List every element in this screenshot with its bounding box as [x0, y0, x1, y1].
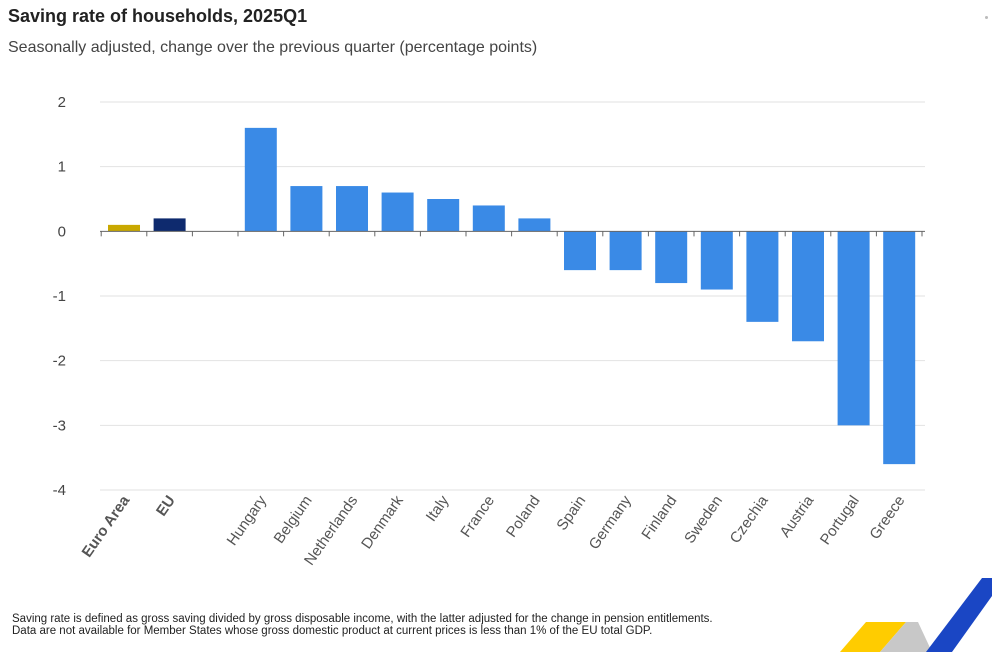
footnote-1: Saving rate is defined as gross saving d…: [12, 613, 713, 625]
x-tick-label: France: [457, 493, 498, 541]
x-tick-label: Poland: [503, 493, 544, 541]
x-tick-label: Finland: [638, 493, 680, 543]
bar-finland[interactable]: [655, 231, 688, 284]
bar-denmark[interactable]: [381, 192, 414, 232]
bar-spain[interactable]: [564, 231, 596, 271]
axis-layer: [100, 230, 925, 237]
x-tick-label: Italy: [423, 492, 453, 525]
y-tick-label: -4: [53, 482, 66, 499]
bars-layer: [108, 127, 916, 465]
eurostat-logo-icon: [840, 578, 992, 652]
x-tick-label: Germany: [586, 492, 636, 553]
bar-eu[interactable]: [153, 218, 186, 232]
x-tick-label: Sweden: [681, 493, 726, 547]
bar-sweden[interactable]: [700, 231, 733, 290]
y-tick-label: 1: [58, 159, 66, 176]
y-tick-label: 2: [58, 94, 66, 111]
x-tick-label: Czechia: [727, 492, 772, 547]
menu-dot-icon[interactable]: [985, 16, 988, 19]
bar-euro-area[interactable]: [108, 224, 140, 232]
bar-france[interactable]: [472, 205, 505, 232]
x-tick-label: Hungary: [224, 492, 271, 549]
bar-poland[interactable]: [518, 218, 551, 232]
y-tick-label: -3: [53, 417, 66, 434]
y-tick-label: -1: [53, 288, 66, 305]
x-tick-label: Euro Area: [79, 492, 134, 561]
bar-germany[interactable]: [609, 231, 642, 271]
bar-austria[interactable]: [792, 231, 824, 342]
x-tick-label: Denmark: [358, 492, 407, 552]
footnote-2: Data are not available for Member States…: [12, 624, 653, 637]
y-tick-label: 0: [58, 223, 66, 240]
x-tick-label: EU: [153, 493, 179, 520]
chart-subtitle: Seasonally adjusted, change over the pre…: [8, 39, 538, 56]
bar-greece[interactable]: [883, 231, 916, 465]
bar-portugal[interactable]: [837, 231, 870, 426]
x-tick-label: Austria: [777, 492, 818, 541]
bar-czechia[interactable]: [746, 231, 779, 322]
grid-layer: [100, 101, 925, 491]
bar-netherlands[interactable]: [336, 186, 368, 232]
bar-hungary[interactable]: [244, 127, 277, 232]
y-tick-label: -2: [53, 353, 66, 370]
x-tick-label: Greece: [866, 493, 908, 543]
bar-italy[interactable]: [427, 199, 460, 232]
x-tick-label: Spain: [553, 493, 589, 534]
chart-title: Saving rate of households, 2025Q1: [8, 6, 308, 26]
x-tick-label: Portugal: [817, 493, 863, 549]
footnotes: Saving rate is defined as gross saving d…: [12, 613, 772, 637]
x-tick-label: Belgium: [271, 493, 316, 547]
bar-belgium[interactable]: [290, 186, 323, 232]
